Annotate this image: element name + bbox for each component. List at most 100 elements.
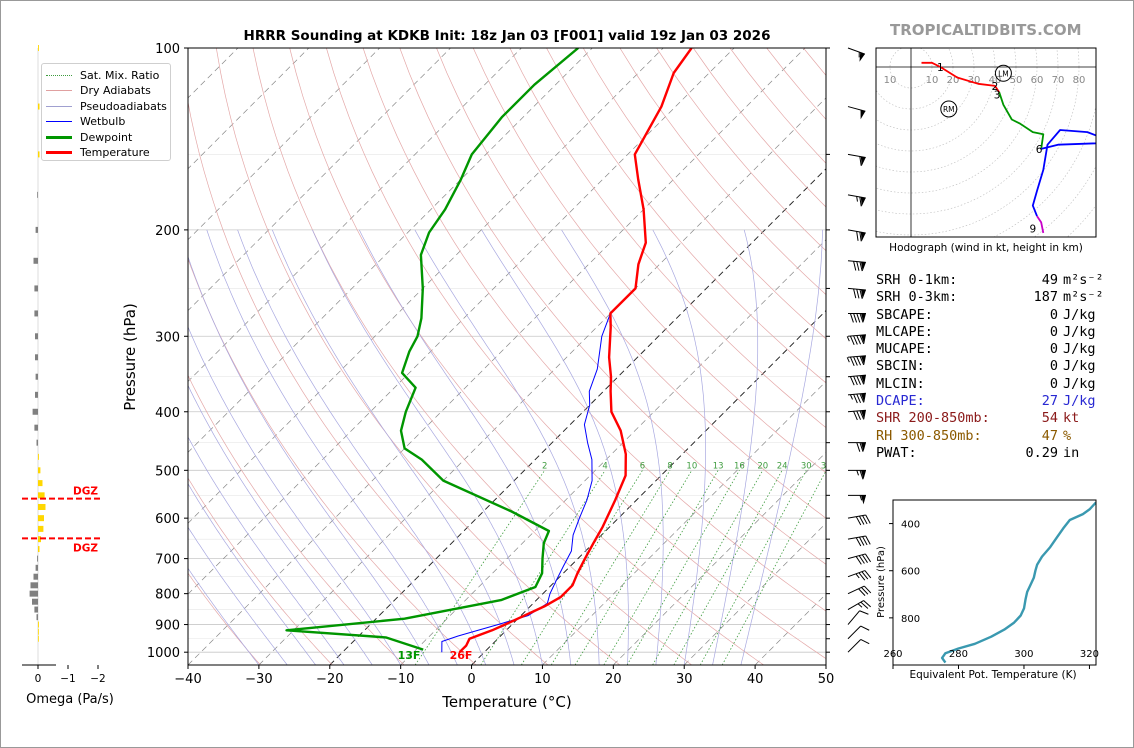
mixing-ratio-label: 13	[713, 461, 724, 471]
omega-bar	[38, 536, 41, 543]
parameter-label: SBCIN:	[876, 358, 925, 375]
wind-barb	[847, 409, 866, 421]
omega-bar	[34, 310, 38, 317]
wind-barb	[846, 355, 866, 366]
wind-barb	[847, 260, 866, 272]
omega-bar	[38, 492, 45, 499]
theta-e-frame	[892, 499, 1097, 666]
wind-barb	[847, 570, 872, 581]
parameter-label: MLCIN:	[876, 375, 925, 392]
omega-bar	[30, 582, 38, 589]
parameters-table: SRH 0-1km: 49 m²s⁻² SRH 0-3km: 187 m²s⁻² SBCAP…	[876, 272, 1104, 462]
dgz-isotherm	[329, 168, 826, 665]
parameter-value: 0	[1049, 375, 1058, 392]
omega-bar	[32, 598, 38, 605]
theta-e-xlabel: Equivalent Pot. Temperature (K)	[909, 669, 1076, 681]
theta-x-tick-label: 280	[949, 649, 968, 660]
parameter-unit: in	[1063, 444, 1080, 461]
wind-barb	[846, 334, 866, 345]
dry-adiabat	[252, 48, 693, 665]
omega-tick-label: −1	[60, 673, 75, 685]
omega-bar	[35, 391, 38, 398]
y-tick-label: 200	[155, 224, 180, 239]
dry-adiabat	[472, 48, 826, 474]
theta-e-plot	[940, 501, 1096, 664]
parameter-value: 54	[1041, 410, 1058, 427]
omega-bar	[34, 285, 38, 292]
parameter-row: SHR 200-850mb: 54 kt	[876, 410, 1104, 427]
parameter-row: MUCAPE: 0 J/kg	[876, 341, 1104, 358]
dry-adiabat	[546, 48, 826, 384]
skewt-plot-area	[187, 47, 827, 666]
storm-motion-label: RM	[943, 105, 955, 114]
omega-bar	[37, 555, 38, 562]
hodo-segment	[1031, 129, 1096, 217]
y-tick-label: 100	[155, 42, 180, 57]
omega-bar	[38, 453, 39, 460]
y-tick-label: 1000	[147, 646, 180, 661]
legend-swatch	[46, 105, 72, 107]
pseudoadiabat	[188, 325, 401, 665]
legend-item: Sat. Mix. Ratio	[46, 68, 159, 82]
parameter-label: SHR 200-850mb:	[876, 410, 990, 427]
chart-legend: Sat. Mix. Ratio Dry Adiabats Pseudoadiabat…	[41, 63, 171, 161]
hodo-ring-label: 10	[926, 75, 939, 86]
parameter-label: MLCAPE:	[876, 323, 933, 340]
x-tick-label: 30	[676, 672, 693, 687]
y-axis-label: Pressure (hPa)	[121, 303, 139, 411]
legend-label: Sat. Mix. Ratio	[80, 68, 160, 82]
temperature-line	[458, 48, 693, 654]
hodo-ring-label: 70	[1052, 75, 1065, 86]
parameter-value: 0	[1049, 341, 1058, 358]
omega-bar	[38, 467, 41, 474]
omega-bar	[37, 191, 38, 198]
x-tick-label: −10	[387, 672, 414, 687]
omega-bar	[38, 515, 44, 522]
legend-item: Dry Adiabats	[46, 84, 151, 98]
omega-bar	[38, 525, 44, 532]
dry-adiabat	[188, 477, 333, 665]
wind-barb	[847, 600, 872, 610]
hodograph-frame	[875, 47, 1097, 238]
parameter-row: RH 300-850mb: 47%	[876, 428, 1104, 445]
legend-item: Wetbulb	[46, 115, 125, 129]
wind-barb	[847, 585, 872, 596]
x-tick-label: 10	[534, 672, 551, 687]
wind-barb	[847, 47, 866, 62]
parameter-unit: J/kg	[1063, 393, 1096, 410]
mixing-ratio-line	[673, 470, 783, 665]
mixing-ratio-label: 4	[602, 461, 607, 471]
pseudoadiabat	[312, 229, 543, 665]
isotherm	[542, 380, 826, 665]
mixing-ratio-line	[699, 470, 807, 665]
dgz-label: DGZ	[73, 542, 98, 554]
hodo-ring-label: 60	[1031, 75, 1044, 86]
parameter-unit: J/kg	[1063, 375, 1096, 392]
chart-title: HRRR Sounding at KDKB Init: 18z Jan 03 […	[244, 28, 771, 44]
legend-swatch	[46, 121, 72, 122]
omega-bar	[38, 546, 40, 553]
theta-x-tick-label: 300	[1014, 649, 1033, 660]
mixing-ratio-label: 20	[757, 461, 768, 471]
parameter-unit: kt	[1063, 410, 1080, 427]
dry-adiabat	[188, 257, 477, 665]
dewpoint-line	[285, 48, 579, 651]
mixing-ratio-label: 2	[542, 461, 547, 471]
omega-bar	[33, 257, 38, 264]
parameter-row: MLCIN: 0 J/kg	[876, 376, 1104, 393]
legend-swatch	[46, 90, 72, 91]
pseudoadiabat	[188, 526, 288, 665]
omega-bar	[36, 439, 38, 446]
omega-axis-label: Omega (Pa/s)	[26, 692, 114, 707]
legend-label: Temperature	[80, 146, 150, 159]
wind-barb	[847, 535, 871, 547]
mixing-ratio-line	[603, 470, 719, 665]
mixing-ratio-label: 30	[801, 461, 812, 471]
wind-barb	[847, 514, 871, 526]
parameter-unit: J/kg	[1063, 358, 1096, 375]
y-tick-label: 500	[155, 464, 180, 479]
parameter-label: SRH 0-3km:	[876, 289, 958, 306]
parameter-row: SRH 0-1km: 49 m²s⁻²	[876, 272, 1104, 289]
y-tick-label: 600	[155, 512, 180, 527]
hodo-height-label: 1	[937, 62, 944, 74]
